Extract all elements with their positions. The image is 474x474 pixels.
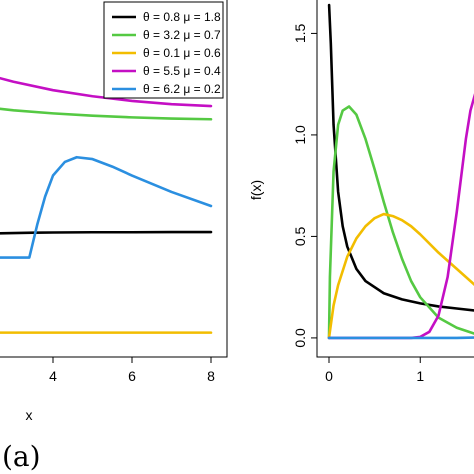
left-x-tick-label: 6 [128,368,136,384]
legend-label-5: θ = 6.2 μ = 0.2 [143,82,221,96]
panel-label: (a) [2,440,41,473]
left-series-line-2 [0,107,213,121]
legend-items: θ = 0.8 μ = 1.8 θ = 3.2 μ = 0.7 θ = 0.1 μ … [112,10,221,96]
left-series-line-5 [0,155,213,259]
left-series-line-1 [0,230,213,235]
left-plot-frame [0,0,228,358]
left-series-line-4 [0,76,213,108]
left-x-tick-label: 4 [49,368,57,384]
right-x-tick-label: 1 [416,368,424,384]
legend-label-1: θ = 0.8 μ = 1.8 [143,10,221,24]
right-y-axis: 0.0 0.5 1.0 1.5 [292,23,317,348]
right-series-line-4 [327,93,474,340]
right-series-lines [327,3,474,340]
left-x-axis: 4 6 8 [49,357,215,384]
right-y-axis-label: f(x) [248,180,264,200]
right-series-line-3 [327,212,474,340]
left-series-lines [0,76,213,334]
left-x-tick-label: 8 [207,368,215,384]
legend-label-2: θ = 3.2 μ = 0.7 [143,28,221,42]
right-x-tick-label: 0 [325,368,333,384]
right-plot-frame [316,0,474,358]
right-y-tick-label: 1.0 [292,125,308,145]
left-x-axis-label: x [26,407,33,423]
right-series-line-1 [327,3,474,312]
right-y-tick-label: 1.5 [292,23,308,43]
right-y-tick-label: 0.0 [292,328,308,348]
right-y-tick-label: 0.5 [292,226,308,246]
legend-label-4: θ = 5.5 μ = 0.4 [143,64,221,78]
legend: θ = 0.8 μ = 1.8 θ = 3.2 μ = 0.7 θ = 0.1 μ … [103,1,224,99]
right-series-line-2 [327,105,474,340]
legend-label-3: θ = 0.1 μ = 0.6 [143,46,221,60]
